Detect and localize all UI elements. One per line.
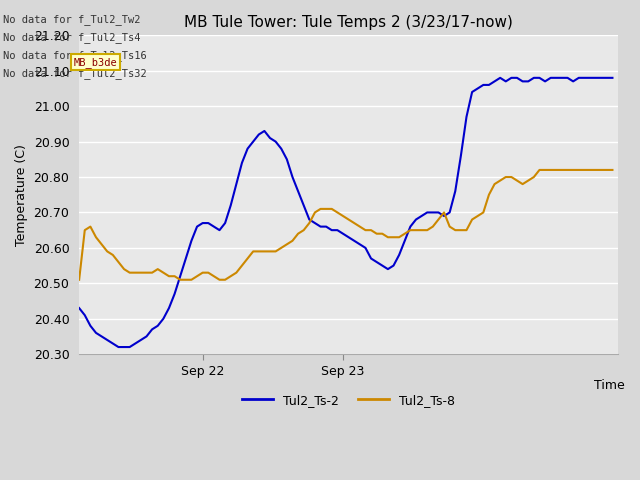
Y-axis label: Temperature (C): Temperature (C) bbox=[15, 144, 28, 246]
Text: No data for f_Tul2_Ts32: No data for f_Tul2_Ts32 bbox=[3, 68, 147, 79]
Legend: Tul2_Ts-2, Tul2_Ts-8: Tul2_Ts-2, Tul2_Ts-8 bbox=[237, 389, 460, 412]
Text: No data for f_Tul2_Tw2: No data for f_Tul2_Tw2 bbox=[3, 13, 141, 24]
Text: No data for f_Tul2_Ts4: No data for f_Tul2_Ts4 bbox=[3, 32, 141, 43]
Text: MB_b3de: MB_b3de bbox=[74, 57, 117, 68]
Title: MB Tule Tower: Tule Temps 2 (3/23/17-now): MB Tule Tower: Tule Temps 2 (3/23/17-now… bbox=[184, 15, 513, 30]
Text: Time: Time bbox=[595, 379, 625, 392]
Text: No data for f_Tul2_Ts16: No data for f_Tul2_Ts16 bbox=[3, 50, 147, 61]
